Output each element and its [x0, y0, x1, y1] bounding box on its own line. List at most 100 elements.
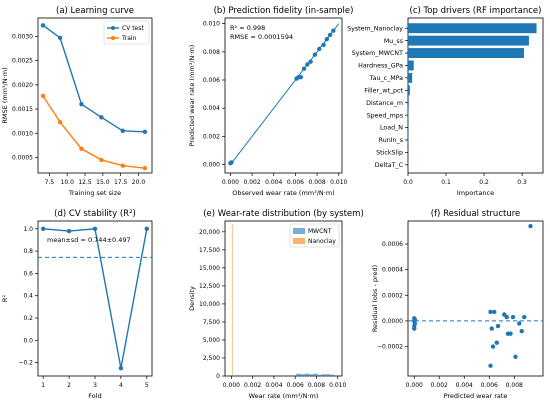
plot-frame	[37, 220, 153, 377]
category-label: Tau_c_MPa	[369, 75, 403, 82]
x-tick-label: 20.0	[132, 179, 146, 186]
category-label: Distance_m	[366, 100, 403, 107]
data-point	[40, 93, 46, 99]
y-axis-label: RMSE (mm³/N·m)	[1, 67, 9, 123]
y-tick-label: 0.4	[23, 293, 33, 300]
data-point	[490, 344, 496, 349]
x-tick-label: 3	[93, 382, 97, 389]
x-tick-label: 1	[41, 382, 45, 389]
bar	[408, 60, 414, 71]
data-point	[324, 36, 330, 42]
data-point	[513, 354, 518, 359]
data-point	[57, 119, 63, 125]
data-point	[298, 74, 304, 80]
histogram-bar	[330, 374, 335, 376]
y-tick-label: 0	[216, 373, 220, 380]
data-point	[118, 365, 124, 371]
category-label: Load_N	[380, 125, 403, 132]
x-tick-label: 0.008	[506, 382, 523, 389]
histogram-bar	[296, 373, 301, 376]
data-point	[40, 226, 46, 232]
data-point	[412, 326, 417, 331]
legend-label: MWCNT	[308, 228, 332, 235]
identity-line	[230, 23, 340, 165]
x-tick-label: 0.2	[479, 179, 489, 186]
series-line-train	[42, 95, 145, 169]
histogram-bar	[309, 374, 314, 376]
y-tick-label: 0.2	[23, 315, 33, 322]
y-tick-label: 0.0025	[12, 58, 33, 65]
chart-title: (c) Top drivers (RF importance)	[410, 6, 542, 16]
chart-wear-rate-distribution: (e) Wear-rate distribution (by system) We…	[188, 209, 364, 400]
data-point	[489, 326, 494, 331]
data-point	[308, 59, 313, 64]
series-line-cv-test	[42, 24, 145, 133]
y-tick-label: 7,500	[203, 319, 220, 326]
x-tick-label: 0.0	[403, 179, 413, 186]
annotation-r2: R² = 0.998	[230, 24, 265, 32]
legend-label: Nanoclay	[308, 238, 336, 245]
histogram-bar	[321, 374, 327, 376]
data-point	[331, 28, 336, 33]
data-point	[492, 309, 497, 315]
chart-cv-stability: (d) CV stability (R²) Fold R² 1 2 3 4 5 −0.2 0.0 0…	[1, 209, 153, 400]
legend-label: CV test	[122, 25, 144, 32]
legend-marker	[111, 26, 115, 30]
y-axis-label: R²	[1, 295, 9, 303]
x-tick-label: 0.1	[441, 179, 451, 186]
category-label: Mu_ss	[384, 38, 403, 45]
category-label: Hardness_GPa	[358, 63, 403, 70]
y-tick-label: 0.006	[203, 77, 220, 84]
y-tick-label: 0.0015	[12, 106, 33, 113]
series-line	[43, 228, 148, 369]
data-point	[327, 32, 333, 38]
category-label: System_MWCNT	[352, 50, 403, 57]
data-point	[57, 35, 63, 41]
legend: CV test Train	[103, 20, 150, 45]
data-point	[488, 363, 493, 368]
y-tick-label: 10,000	[199, 301, 220, 308]
data-point	[92, 226, 98, 232]
legend-swatch	[293, 228, 305, 234]
x-tick-label: 0.006	[287, 179, 304, 186]
chart-title: (a) Learning curve	[56, 6, 134, 16]
data-point	[99, 115, 104, 120]
data-point	[508, 331, 513, 336]
y-axis-label: Predicted wear rate (mm³/N·m)	[188, 45, 196, 147]
category-label: RunIn_s	[379, 137, 403, 144]
plot-frame	[407, 220, 544, 377]
x-tick-label: 0.008	[308, 179, 325, 186]
x-tick-label: 0.006	[481, 382, 498, 389]
bar	[408, 48, 524, 59]
data-point	[229, 160, 234, 165]
category-label: System_Nanoclay	[347, 25, 403, 32]
x-tick-label: 2	[67, 382, 71, 389]
x-tick-label: 15.0	[96, 179, 110, 186]
category-label: Speed_mps	[367, 112, 403, 119]
y-tick-label: 0.010	[203, 21, 220, 28]
chart-title: (e) Wear-rate distribution (by system)	[203, 209, 364, 219]
histogram-bar	[317, 374, 322, 376]
histogram-bar	[231, 224, 233, 376]
legend-marker	[111, 36, 115, 40]
x-axis-label: Observed wear rate (mm³/N·m)	[232, 189, 334, 197]
y-tick-label: 0.0030	[12, 33, 33, 40]
y-tick-label: 0.0010	[12, 130, 33, 137]
y-tick-label: 20,000	[199, 229, 220, 236]
y-tick-label: 15,000	[199, 265, 220, 272]
category-label: Filler_wt_pct	[364, 87, 403, 94]
legend: MWCNT Nanoclay	[289, 223, 340, 248]
y-tick-label: 0.8	[23, 248, 33, 255]
annotation-mean-sd: mean±sd = 0.744±0.497	[47, 236, 131, 244]
y-tick-label: 0.0002	[382, 292, 403, 299]
y-tick-label: 0.002	[203, 133, 220, 140]
category-label: StickSlip	[376, 150, 403, 157]
data-point	[317, 46, 322, 52]
x-tick-label: 0.000	[406, 382, 423, 389]
x-tick-label: 0.004	[265, 382, 282, 389]
data-point	[40, 23, 46, 28]
x-tick-label: 0.002	[431, 382, 448, 389]
x-axis-label: Fold	[88, 392, 101, 400]
x-tick-label: 0.002	[243, 179, 260, 186]
